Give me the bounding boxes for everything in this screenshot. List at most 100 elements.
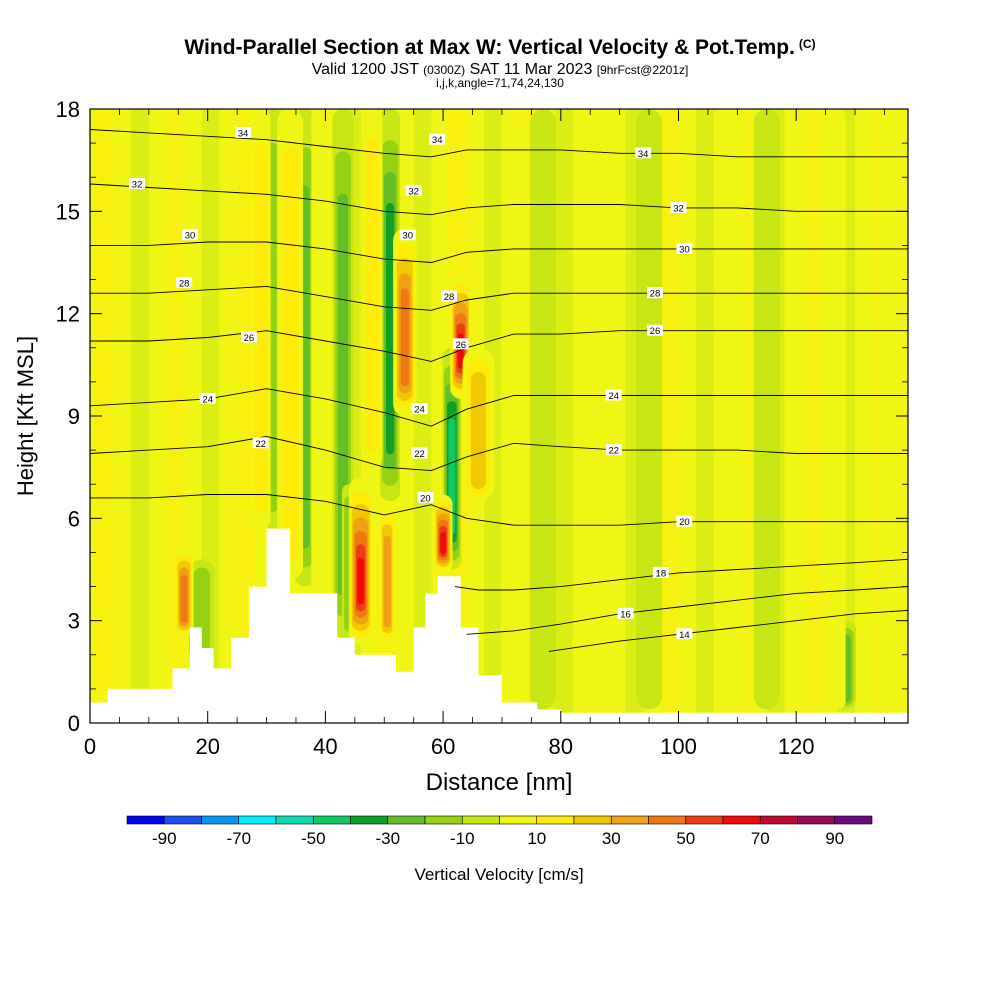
colorbar-swatch: [834, 815, 873, 825]
y-tick-label: 12: [56, 302, 80, 327]
colorbar-tick-label: -10: [450, 829, 475, 848]
x-tick-label: 80: [549, 734, 573, 759]
updraft-2-band-1: [281, 146, 299, 561]
updraft-12-band-0: [577, 109, 615, 710]
contour-label-bg: [411, 447, 428, 459]
chart-subtitle: Valid 1200 JST (0300Z) SAT 11 Mar 2023 […: [311, 61, 689, 78]
contour-label-30: 30: [185, 231, 196, 242]
colorbar-swatch: [722, 815, 761, 825]
colorbar-tick-label: 30: [602, 829, 621, 848]
theta-contour-20: [90, 494, 908, 526]
y-axis-label: Height [Kft MSL]: [13, 336, 38, 496]
contour-label-30: 30: [679, 244, 690, 255]
background-stripe: [696, 109, 714, 723]
updraft-8-band-6: [440, 532, 446, 555]
colorbar-swatch: [238, 815, 277, 825]
theta-contour-26: [90, 330, 908, 362]
contour-label-14: 14: [679, 630, 690, 641]
contour-label-bg: [605, 444, 622, 456]
background-stripe: [554, 109, 573, 723]
x-axis-label: Distance [nm]: [426, 769, 573, 796]
colorbar-swatch: [499, 815, 538, 825]
colorbar-tick-label: -50: [301, 829, 326, 848]
x-tick-label: 60: [431, 734, 455, 759]
x-tick-label: 40: [313, 734, 337, 759]
colorbar-label: Vertical Velocity [cm/s]: [414, 865, 583, 884]
colorbar-swatch: [573, 815, 612, 825]
contour-label-26: 26: [650, 326, 661, 337]
contour-label-bg: [176, 276, 193, 288]
contour-labels: 14 16 18 20 22 24 26 28 30 32 34 32 30 28 26 24 22 34 34 32…: [129, 126, 693, 641]
contour-label-bg: [605, 389, 622, 401]
contour-label-bg: [235, 126, 252, 138]
downdraft-9-band-0: [753, 109, 780, 710]
contour-label-26: 26: [244, 333, 255, 344]
updraft-16-band-0: [877, 109, 904, 710]
colorbar-swatch: [648, 815, 687, 825]
colorbar-swatch: [275, 815, 314, 825]
contour-label-bg: [652, 566, 669, 578]
updraft-6-band-4: [400, 288, 409, 386]
colorbar-swatch: [685, 815, 724, 825]
plot-area: 14 16 18 20 22 24 26 28 30 32 34 32 30 28 26 24 22 34 34 32…: [90, 109, 908, 723]
contour-label-bg: [617, 607, 634, 619]
background-stripe: [131, 109, 149, 723]
contour-label-34: 34: [238, 128, 249, 139]
colorbar-swatch: [350, 815, 389, 825]
theta-contour-30: [90, 241, 908, 263]
colorbar-tick-label: 10: [527, 829, 546, 848]
contour-label-bg: [182, 229, 199, 241]
theta-contour-16: [466, 586, 908, 635]
y-tick-label: 6: [68, 506, 80, 531]
terrain: [90, 528, 908, 723]
updraft-5-band-1: [366, 137, 379, 453]
contour-label-bg: [646, 287, 663, 299]
contour-label-28: 28: [650, 289, 661, 300]
contour-label-bg: [252, 437, 269, 449]
background-stripe: [802, 109, 820, 723]
updraft-1-band-1: [254, 142, 268, 512]
colorbar-swatch: [424, 815, 463, 825]
colorbar-swatch: [387, 815, 426, 825]
chart-title: Wind-Parallel Section at Max W: Vertical…: [184, 36, 816, 59]
colorbar-swatch: [610, 815, 649, 825]
x-tick-label: 0: [84, 734, 96, 759]
x-tick-label: 120: [778, 734, 815, 759]
contour-label-bg: [676, 628, 693, 640]
colorbar-swatch: [126, 815, 165, 825]
downdraft-8-band-0: [636, 109, 662, 710]
contour-label-32: 32: [673, 203, 684, 214]
contour-label-20: 20: [679, 517, 690, 528]
chart-indices: i,j,k,angle=71,74,24,130: [436, 76, 564, 90]
x-tick-label: 100: [660, 734, 697, 759]
colorbar-tick-label: -70: [227, 829, 252, 848]
contour-label-bg: [676, 242, 693, 254]
contour-label-32: 32: [408, 186, 419, 197]
background-stripe: [237, 109, 255, 723]
x-tick-label: 20: [195, 734, 219, 759]
contour-label-bg: [635, 147, 652, 159]
updraft-11-band-0: [500, 109, 527, 703]
colorbar-tick-label: 90: [825, 829, 844, 848]
contour-label-16: 16: [620, 609, 631, 620]
contour-label-24: 24: [414, 405, 425, 416]
updraft-15-band-0: [829, 109, 846, 710]
contour-label-bg: [405, 184, 422, 196]
updraft-7-band-3: [383, 535, 391, 628]
theta-contour-28: [90, 285, 908, 311]
theta-contours: [90, 129, 908, 652]
y-tick-label: 3: [68, 609, 80, 634]
colorbar-tick-label: 50: [676, 829, 695, 848]
contour-label-bg: [399, 229, 416, 241]
velocity-field: [95, 109, 904, 723]
colorbar-swatch: [163, 815, 202, 825]
downdraft-4-band-3: [386, 203, 395, 455]
contour-label-bg: [240, 331, 257, 343]
contour-label-32: 32: [132, 180, 143, 191]
contour-label-18: 18: [656, 568, 667, 579]
contour-label-bg: [429, 133, 446, 145]
y-tick-label: 0: [68, 711, 80, 736]
colorbar: -90 -70 -50 -30 -10 10 30 50 70 90: [126, 815, 873, 848]
contour-label-bg: [417, 491, 434, 503]
